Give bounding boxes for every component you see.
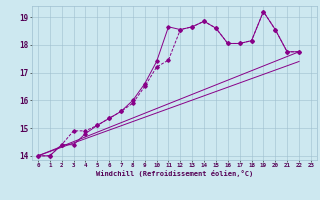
- X-axis label: Windchill (Refroidissement éolien,°C): Windchill (Refroidissement éolien,°C): [96, 170, 253, 177]
